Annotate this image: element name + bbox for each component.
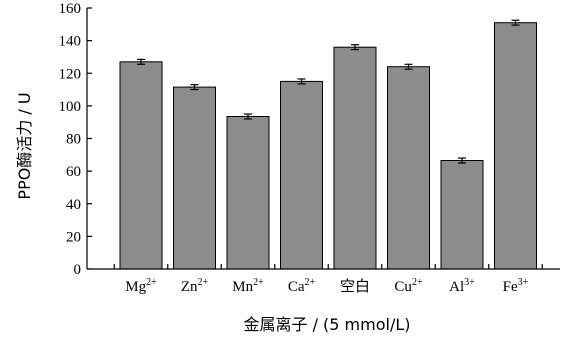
y-tick-label: 60 (66, 164, 81, 180)
y-tick-label: 0 (74, 262, 82, 278)
error-bar (404, 63, 413, 70)
y-axis-title: PPO酶活力 / U (15, 92, 34, 199)
x-tick-label: Cu2+ (394, 277, 423, 295)
y-tick-label: 80 (66, 132, 81, 148)
x-tick-label: Fe3+ (503, 277, 529, 295)
bar (173, 86, 216, 270)
bar (440, 160, 484, 270)
error-bar (458, 157, 466, 164)
x-tick-label: 空白 (340, 278, 370, 295)
y-tick-label: 40 (66, 197, 81, 213)
x-tick-label: Ca2+ (288, 277, 316, 295)
bar (333, 46, 377, 270)
axes-layer: Mg2+ Zn2+ Mn2+ Ca2+ 空白 Cu2+ Al3+ Fe3+ 0 20 40 60 80 1… (59, 1, 560, 295)
x-axis-title: 金属离子 / (5 mmol/L) (243, 315, 410, 334)
y-tick-label: 140 (59, 34, 82, 50)
error-bar (137, 58, 145, 65)
error-bar (244, 113, 252, 120)
bar (494, 22, 537, 270)
y-tick-label: 100 (59, 99, 82, 115)
y-tick-label: 120 (59, 66, 82, 82)
bars-layer (119, 19, 537, 270)
bar (119, 61, 163, 270)
error-bar (190, 84, 199, 91)
bar (226, 116, 270, 270)
y-tick-label: 160 (59, 1, 82, 17)
x-tick-label: Zn2+ (181, 277, 209, 295)
y-tick-label: 20 (66, 229, 81, 245)
x-tick-label: Al3+ (449, 277, 475, 295)
bar (280, 80, 323, 270)
error-bar (511, 19, 520, 26)
x-tick-label: Mg2+ (125, 277, 157, 295)
error-bar (297, 78, 306, 85)
bar (387, 66, 430, 270)
x-tick-label: Mn2+ (232, 277, 264, 295)
error-bar (351, 44, 359, 51)
